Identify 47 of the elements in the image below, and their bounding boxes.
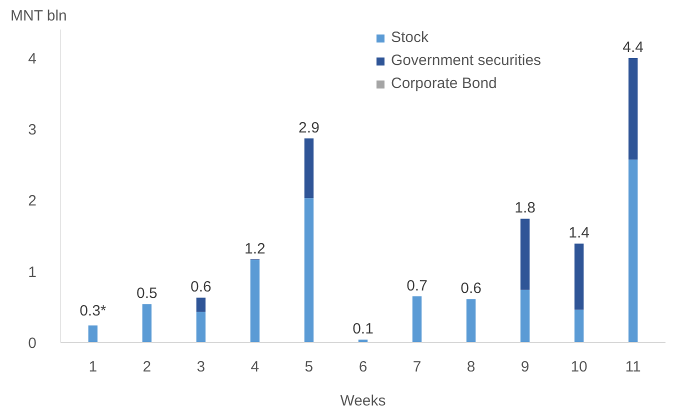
x-tick-label: 6 bbox=[358, 358, 368, 376]
x-axis-title: Weeks bbox=[340, 392, 386, 410]
annotation: 1.8 bbox=[514, 200, 536, 217]
annotation: 0.7 bbox=[406, 277, 428, 294]
bar bbox=[628, 160, 638, 342]
x-tick-label: 9 bbox=[520, 358, 530, 376]
x-tick-label: 2 bbox=[142, 358, 152, 376]
bar bbox=[304, 138, 314, 198]
legend-label: Government securities bbox=[391, 52, 542, 69]
y-axis-title: MNT bln bbox=[10, 8, 67, 24]
annotation: 1.4 bbox=[568, 224, 590, 242]
x-tick-label: 11 bbox=[625, 358, 641, 376]
x-tick-label: 1 bbox=[88, 358, 98, 376]
bar bbox=[88, 325, 98, 342]
y-tick-label: 4 bbox=[28, 50, 36, 68]
bar bbox=[628, 58, 638, 160]
annotation: 4.4 bbox=[622, 38, 644, 56]
bar bbox=[520, 290, 530, 342]
annotation: 0.1 bbox=[352, 320, 374, 338]
bar bbox=[574, 310, 584, 342]
y-tick-label: 1 bbox=[28, 264, 36, 281]
legend-label: Stock bbox=[391, 29, 429, 46]
annotation: 0.5 bbox=[136, 285, 158, 302]
x-tick-label: 10 bbox=[570, 358, 588, 376]
legend-label: Corporate Bond bbox=[391, 75, 497, 92]
bar bbox=[250, 260, 260, 342]
bar bbox=[520, 218, 530, 290]
annotation: 1.2 bbox=[244, 240, 266, 258]
x-tick-label: 5 bbox=[304, 358, 314, 376]
y-tick-label: 2 bbox=[28, 192, 36, 210]
bar bbox=[304, 198, 314, 342]
bar bbox=[574, 244, 584, 310]
bar bbox=[466, 299, 476, 342]
annotation: 0.6 bbox=[460, 280, 482, 298]
annotation: 0.6 bbox=[190, 278, 212, 296]
bar bbox=[412, 296, 422, 342]
x-tick-label: 8 bbox=[466, 358, 476, 376]
bar bbox=[142, 304, 152, 342]
x-tick-label: 7 bbox=[412, 358, 422, 376]
annotation: 2.9 bbox=[298, 119, 320, 136]
y-tick-label: 0 bbox=[28, 335, 36, 352]
y-tick-label: 3 bbox=[28, 122, 36, 139]
x-tick-label: 3 bbox=[196, 358, 206, 376]
bar bbox=[196, 312, 206, 342]
annotation: 0.3* bbox=[80, 302, 106, 320]
bar bbox=[196, 298, 206, 312]
x-tick-label: 4 bbox=[250, 358, 260, 376]
